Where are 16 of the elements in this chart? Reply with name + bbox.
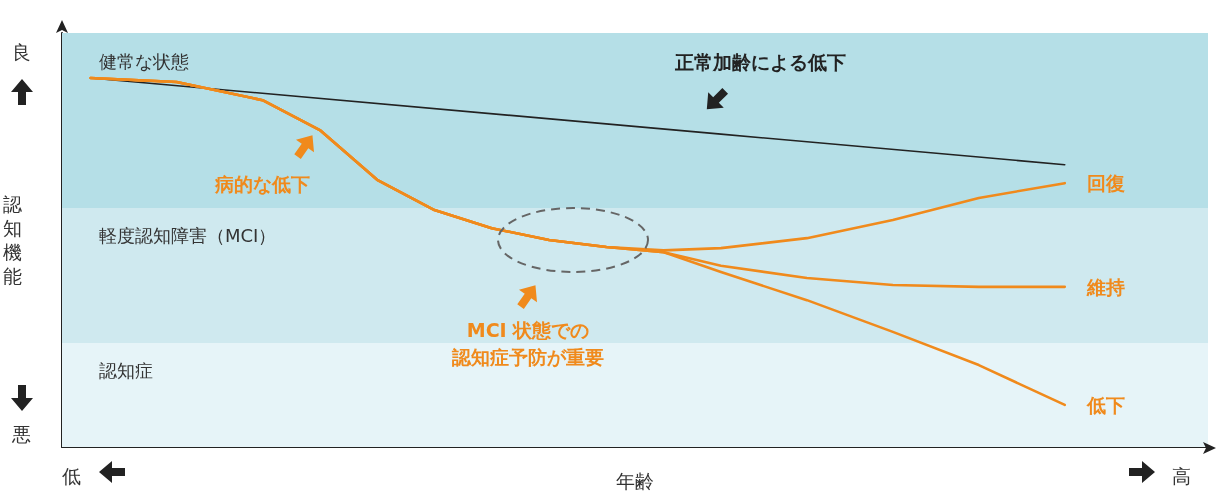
text: 悪: [11, 422, 31, 445]
band-label: 認知症: [99, 360, 153, 382]
text: 良: [12, 40, 31, 63]
series-label: 維持: [1085, 275, 1125, 298]
band-label: 健常な状態: [99, 50, 189, 72]
text: 高: [1172, 464, 1191, 487]
band-label: 軽度認知障害（MCI）: [99, 225, 277, 247]
x-axis-title: 年齢: [616, 469, 654, 492]
annotation: 認知症予防が重要: [451, 345, 604, 368]
text: 低: [62, 464, 81, 487]
annotation: 病的な低下: [213, 172, 310, 195]
series-label: 低下: [1085, 393, 1125, 416]
text: 正常加齢による低下: [674, 50, 847, 73]
series-label: 回復: [1086, 172, 1125, 195]
annotation: MCI 状態での: [466, 318, 590, 341]
y-axis-title: 認知機能: [3, 193, 22, 287]
